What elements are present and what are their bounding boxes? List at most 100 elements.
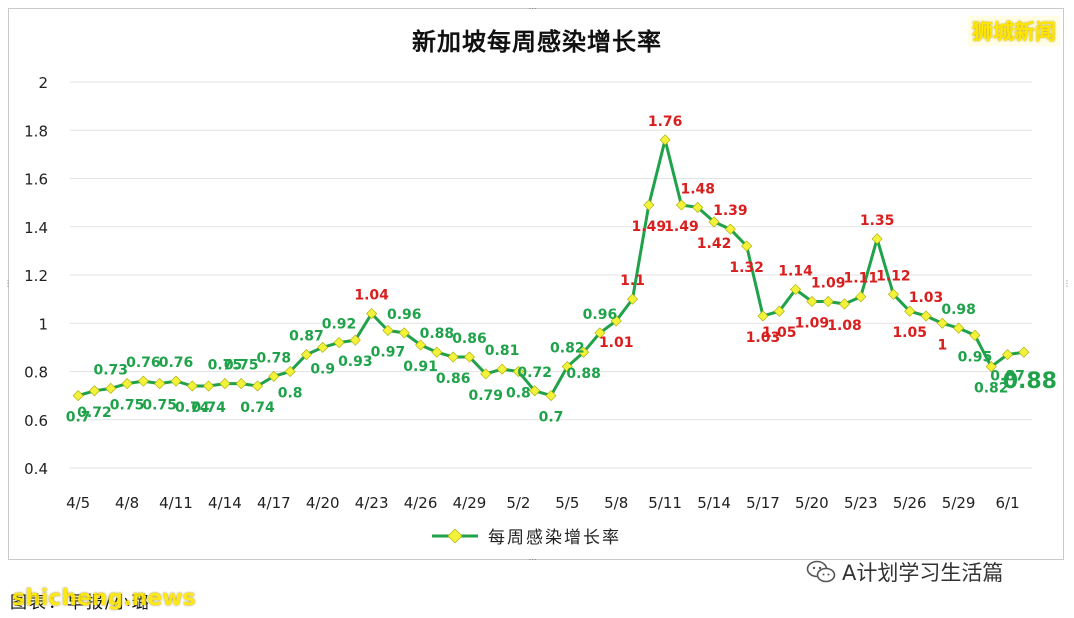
- data-point-marker: [349, 334, 361, 346]
- data-value-label: 0.74: [191, 400, 226, 416]
- data-point-marker: [855, 291, 867, 303]
- resize-handle-bottom[interactable]: ⋯: [528, 555, 537, 564]
- data-value-label: 0.75: [110, 398, 145, 414]
- data-value-label: 1.39: [713, 203, 748, 219]
- data-point-marker: [545, 390, 557, 402]
- watermark-text: 狮城新闻: [968, 16, 1060, 46]
- y-tick-label: 0.6: [24, 412, 48, 430]
- chart-title: 新加坡每周感染增长率: [412, 28, 662, 56]
- data-point-marker: [72, 390, 84, 402]
- data-point-marker: [594, 327, 606, 339]
- data-point-marker: [741, 240, 753, 252]
- data-value-label: 1.48: [680, 181, 715, 197]
- data-value-label: 0.76: [159, 355, 194, 371]
- data-value-label: 0.88: [420, 326, 455, 342]
- data-point-marker: [529, 385, 541, 397]
- data-value-label: 0.88: [566, 366, 601, 382]
- data-point-marker: [284, 365, 296, 378]
- x-axis: 4/5 4/8 4/11 4/14 4/17 4/20 4/23 4/26 4/29 5/2 5/5…: [66, 494, 1020, 512]
- data-point-marker: [366, 308, 378, 320]
- data-point-marker: [398, 327, 410, 339]
- data-value-label: 1.04: [354, 288, 389, 304]
- y-tick-label: 1: [38, 315, 48, 333]
- data-point-marker: [1018, 346, 1030, 358]
- data-value-label: 0.96: [583, 307, 618, 323]
- data-point-marker: [512, 365, 524, 378]
- data-value-label: 0.72: [77, 405, 112, 421]
- resize-handle-right[interactable]: ⋮: [1063, 279, 1071, 288]
- y-tick-label: 2: [38, 74, 48, 92]
- data-value-label: 0.82: [974, 381, 1009, 397]
- x-tick-label: 5/29: [942, 494, 976, 512]
- data-point-marker: [431, 346, 443, 358]
- site-watermark: shicheng.news: [12, 586, 196, 611]
- data-point-marker: [1002, 349, 1014, 361]
- data-point-marker: [480, 368, 492, 380]
- data-point-marker: [871, 233, 883, 245]
- last-value-label: 0.88: [1003, 369, 1057, 394]
- x-tick-label: 5/11: [648, 494, 682, 512]
- wechat-icon: [806, 560, 836, 583]
- data-point-marker: [790, 283, 802, 295]
- data-point-marker: [953, 322, 965, 334]
- resize-handle-top[interactable]: ⋯: [528, 4, 537, 13]
- value-labels: 0.70.720.730.750.760.750.760.740.740.750…: [66, 114, 1057, 426]
- data-point-marker: [757, 310, 769, 322]
- data-point-marker: [186, 380, 198, 392]
- x-tick-label: 4/5: [66, 494, 90, 512]
- data-point-marker: [382, 324, 394, 337]
- data-value-label: 0.87: [289, 329, 324, 345]
- data-value-label: 0.81: [485, 343, 520, 359]
- x-tick-label: 4/8: [115, 494, 139, 512]
- data-value-label: 1.09: [795, 316, 830, 332]
- data-value-label: 1.01: [599, 335, 634, 351]
- data-point-marker: [838, 298, 851, 310]
- x-tick-label: 4/11: [159, 494, 193, 512]
- x-tick-label: 5/5: [555, 494, 579, 512]
- data-point-marker: [969, 329, 981, 341]
- data-value-label: 1.76: [648, 114, 683, 130]
- data-value-label: 1.49: [632, 219, 667, 235]
- x-tick-label: 5/17: [746, 494, 780, 512]
- x-tick-label: 4/29: [453, 494, 487, 512]
- data-point-marker: [317, 341, 329, 353]
- y-axis: 0.4 0.6 0.8 1 1.2 1.4 1.6 1.8 2: [24, 74, 48, 478]
- data-point-marker: [88, 385, 100, 397]
- data-point-marker: [235, 378, 247, 390]
- gridlines: [70, 81, 1032, 469]
- data-value-label: 1.12: [876, 268, 911, 284]
- data-value-label: 1.03: [909, 290, 944, 306]
- y-tick-label: 0.8: [24, 364, 48, 382]
- data-point-marker: [137, 375, 149, 387]
- data-value-label: 0.74: [240, 400, 275, 416]
- data-point-marker: [463, 351, 475, 363]
- data-point-marker: [708, 216, 720, 228]
- data-value-label: 0.82: [550, 341, 585, 357]
- data-value-label: 1.49: [664, 219, 699, 235]
- data-value-label: 0.91: [403, 359, 438, 375]
- x-tick-label: 5/26: [893, 494, 927, 512]
- data-point-marker: [105, 382, 117, 394]
- data-point-marker: [985, 361, 997, 373]
- x-tick-label: 4/23: [355, 494, 389, 512]
- data-point-marker: [496, 363, 508, 375]
- data-value-label: 1.42: [697, 236, 732, 252]
- data-point-marker: [659, 134, 671, 146]
- data-value-label: 1: [937, 337, 947, 353]
- y-tick-label: 0.4: [24, 460, 48, 478]
- wechat-account: A计划学习生活篇: [806, 557, 1003, 587]
- x-tick-label: 5/8: [604, 494, 628, 512]
- data-point-marker: [643, 199, 655, 211]
- data-value-label: 0.76: [126, 355, 161, 371]
- data-point-marker: [300, 349, 312, 361]
- data-value-label: 1.11: [844, 271, 879, 287]
- resize-handle-left[interactable]: ⋮: [4, 279, 12, 288]
- data-value-label: 0.75: [224, 358, 259, 374]
- data-value-label: 0.7: [66, 410, 91, 426]
- data-point-marker: [578, 346, 590, 358]
- data-point-marker: [806, 296, 818, 308]
- data-value-label: 0.9: [310, 361, 335, 377]
- legend-label: 每周感染增长率: [488, 528, 621, 548]
- data-point-marker: [203, 380, 215, 392]
